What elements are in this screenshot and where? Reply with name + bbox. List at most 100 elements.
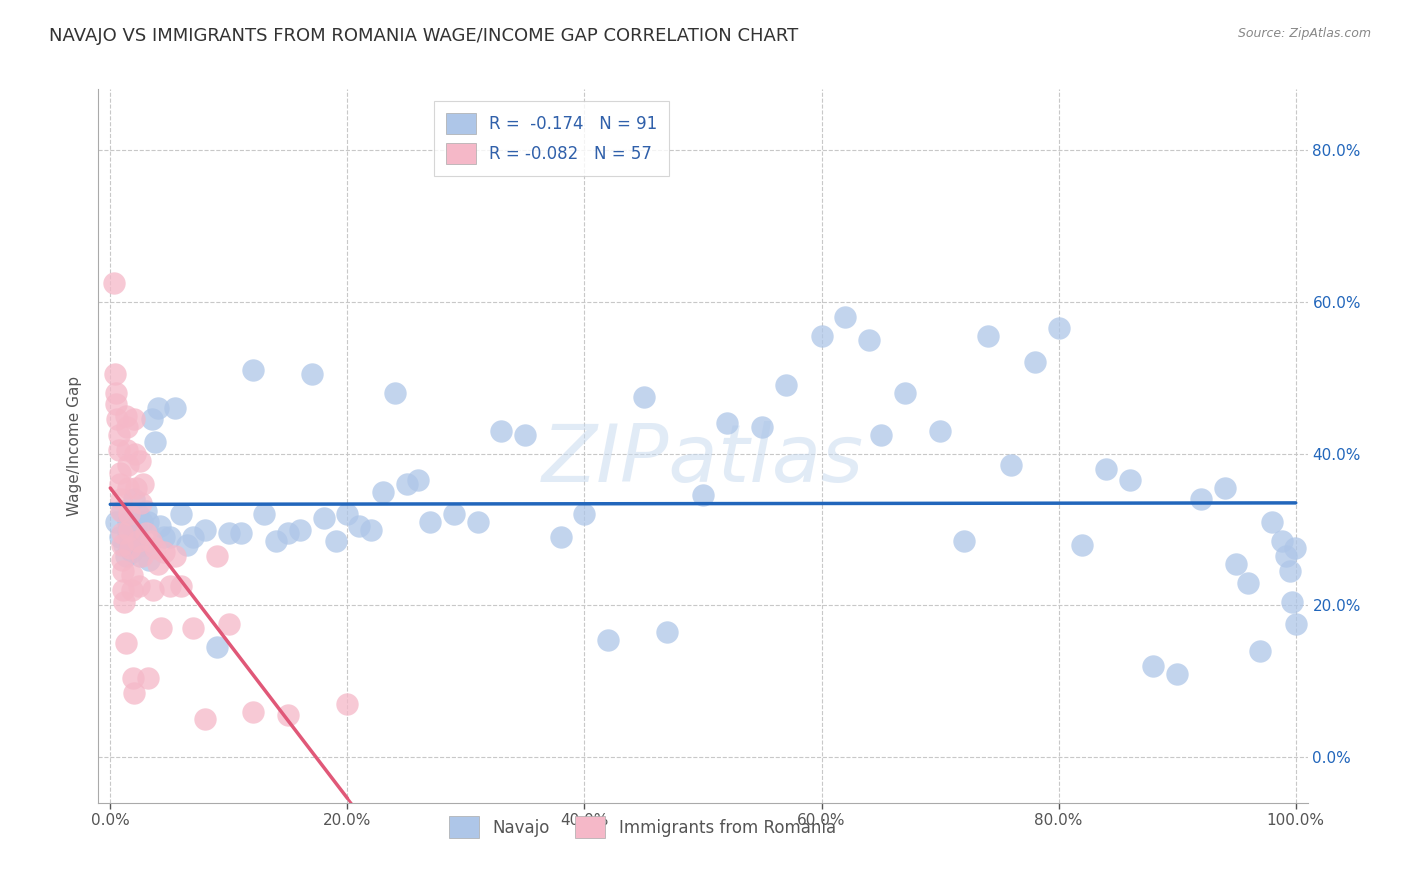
Point (132, 538, 155, 552)
Point (111, 538, 134, 552)
Point (893, 385, 915, 400)
Point (142, 583, 165, 598)
Point (419, 515, 441, 529)
Point (124, 447, 146, 461)
Text: NAVAJO VS IMMIGRANTS FROM ROMANIA WAGE/INCOME GAP CORRELATION CHART: NAVAJO VS IMMIGRANTS FROM ROMANIA WAGE/I… (49, 27, 799, 45)
Point (775, 378, 797, 392)
Point (218, 526, 240, 541)
Point (139, 533, 162, 548)
Point (491, 424, 513, 438)
Point (104, 367, 127, 381)
Point (129, 549, 152, 563)
Point (146, 401, 169, 415)
Point (1275, 549, 1298, 563)
Point (146, 557, 169, 571)
Point (1281, 594, 1303, 608)
Point (810, 329, 832, 343)
Point (115, 420, 138, 434)
Point (467, 515, 489, 529)
Point (1071, 538, 1094, 552)
Point (136, 671, 159, 685)
Point (264, 533, 287, 548)
Point (1166, 666, 1188, 681)
Point (242, 705, 264, 719)
Point (181, 530, 204, 544)
Point (141, 412, 163, 426)
Point (205, 640, 228, 655)
Point (152, 530, 174, 544)
Point (1237, 575, 1260, 590)
Point (218, 617, 240, 632)
Point (858, 333, 880, 347)
Point (150, 621, 173, 635)
Point (550, 530, 572, 544)
Point (107, 442, 129, 457)
Point (443, 508, 465, 522)
Point (1213, 481, 1236, 495)
Point (110, 492, 132, 507)
Point (181, 621, 204, 635)
Point (751, 420, 773, 434)
Point (128, 579, 150, 593)
Point (1249, 644, 1271, 658)
Point (205, 549, 228, 563)
Text: Source: ZipAtlas.com: Source: ZipAtlas.com (1237, 27, 1371, 40)
Point (384, 385, 406, 400)
Point (277, 708, 299, 723)
Point (194, 523, 217, 537)
Point (952, 533, 974, 548)
Y-axis label: Wage/Income Gap: Wage/Income Gap (67, 376, 83, 516)
Point (336, 508, 359, 522)
Point (165, 549, 187, 563)
Point (112, 564, 135, 578)
Point (132, 477, 155, 491)
Point (129, 496, 152, 510)
Point (176, 538, 198, 552)
Point (120, 541, 142, 556)
Text: ZIPatlas: ZIPatlas (541, 421, 865, 500)
Point (103, 276, 125, 290)
Point (105, 412, 128, 426)
Point (1261, 515, 1284, 529)
Point (1142, 659, 1164, 673)
Point (121, 545, 143, 559)
Point (159, 530, 181, 544)
Point (598, 632, 620, 647)
Point (122, 412, 145, 426)
Point (115, 442, 138, 457)
Point (118, 523, 141, 537)
Point (716, 416, 738, 430)
Point (1047, 321, 1070, 335)
Point (111, 503, 134, 517)
Point (108, 530, 131, 544)
Point (692, 488, 714, 502)
Point (1284, 541, 1306, 556)
Point (143, 541, 166, 556)
Point (121, 671, 143, 685)
Point (170, 579, 193, 593)
Point (111, 553, 134, 567)
Point (976, 329, 998, 343)
Point (360, 523, 382, 537)
Point (131, 515, 153, 529)
Point (834, 310, 856, 324)
Point (135, 526, 157, 541)
Point (1095, 462, 1118, 476)
Point (312, 511, 335, 525)
Point (122, 686, 145, 700)
Point (1270, 533, 1292, 548)
Point (122, 492, 145, 507)
Point (117, 458, 139, 472)
Point (325, 533, 347, 548)
Point (657, 625, 679, 640)
Point (194, 712, 217, 726)
Point (1189, 492, 1212, 507)
Point (121, 568, 143, 582)
Point (117, 526, 139, 541)
Point (107, 427, 129, 442)
Point (105, 385, 128, 400)
Point (114, 594, 136, 608)
Point (253, 508, 276, 522)
Point (125, 518, 148, 533)
Point (114, 538, 136, 552)
